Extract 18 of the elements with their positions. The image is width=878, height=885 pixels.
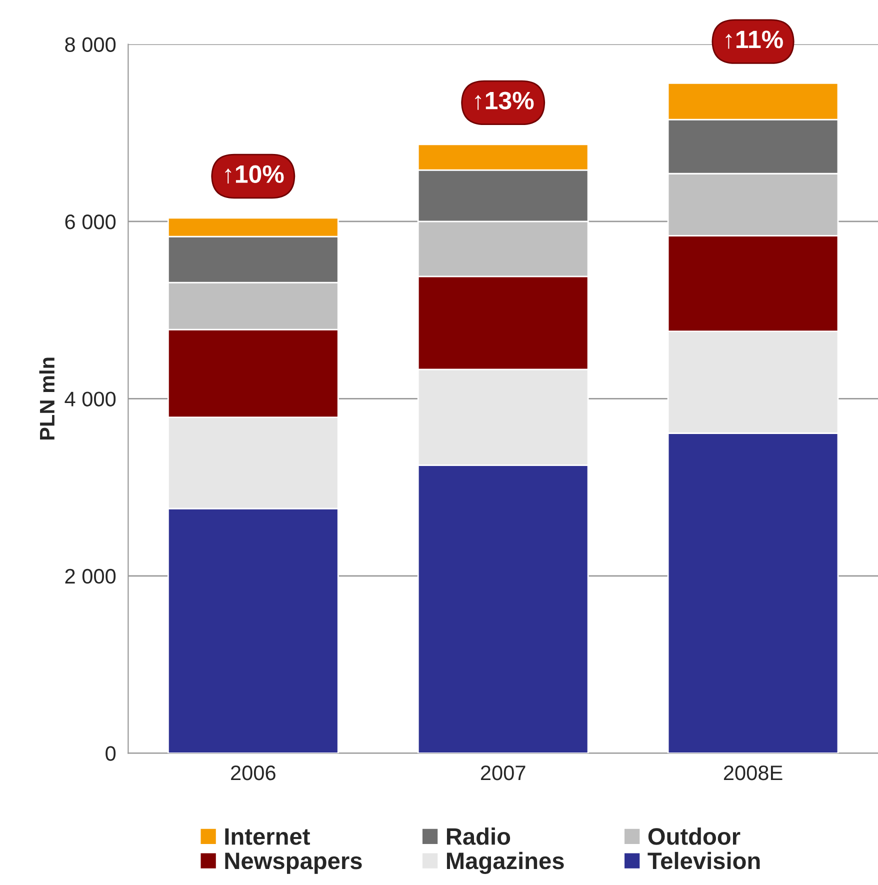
x-tick-label: 2006 bbox=[231, 765, 276, 780]
legend-label: Radio bbox=[446, 828, 510, 845]
legend-label: Internet bbox=[225, 828, 310, 845]
y-tick-label: 6 000 bbox=[65, 214, 116, 230]
annotation: ↑13% bbox=[475, 92, 534, 110]
legend-label: Magazines bbox=[446, 852, 564, 874]
legend-label: Outdoor bbox=[648, 828, 740, 845]
y-axis-title: PLN mln bbox=[39, 358, 54, 440]
annotation: ↑10% bbox=[225, 165, 284, 184]
annotation: ↑11% bbox=[726, 30, 783, 49]
x-tick-label: 2008E bbox=[724, 765, 782, 780]
y-tick-label: 2 000 bbox=[65, 568, 116, 584]
legend-label: Television bbox=[648, 852, 760, 870]
y-tick-label: 8 000 bbox=[65, 37, 116, 52]
y-tick-label: 0 bbox=[106, 746, 116, 761]
x-tick-label: 2007 bbox=[480, 765, 526, 780]
y-tick-label: 4 000 bbox=[64, 392, 116, 406]
legend-label: Newspapers bbox=[225, 852, 362, 874]
